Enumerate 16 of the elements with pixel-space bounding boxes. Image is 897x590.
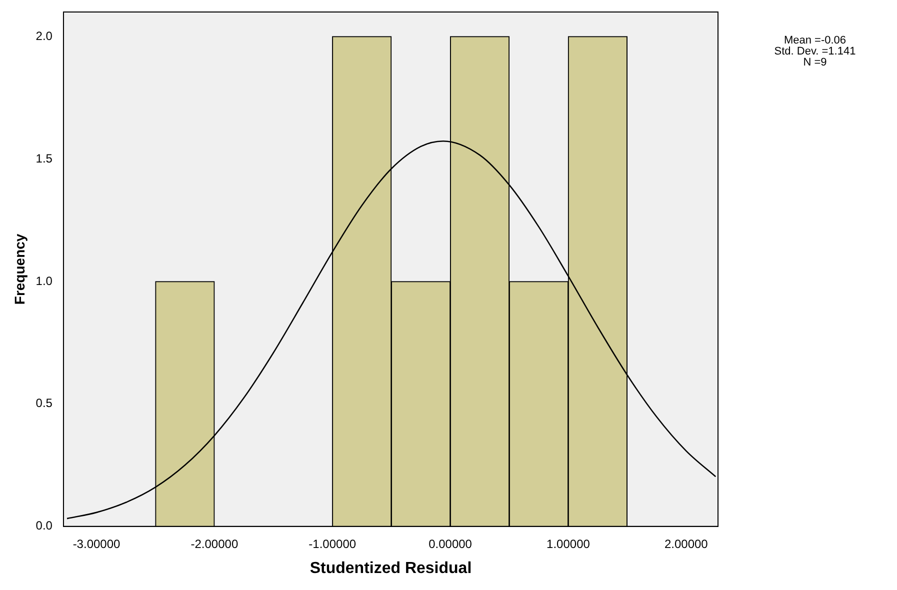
text: N =9 xyxy=(803,56,827,69)
x-tick-label: -3.00000 xyxy=(72,536,121,551)
x-tick-label: 1.00000 xyxy=(546,536,590,551)
y-tick-label: 2.0 xyxy=(36,28,53,43)
x-tick-label: 0.00000 xyxy=(428,536,472,551)
y-tick-label: 1.0 xyxy=(36,274,53,288)
x-tick-label: -2.00000 xyxy=(190,536,238,551)
x-axis-title: Studentized Residual xyxy=(310,560,472,577)
x-tick-label: -1.00000 xyxy=(308,536,356,551)
text: Std. Dev. =1.141 xyxy=(774,46,856,58)
y-axis-title: Frequency xyxy=(11,234,28,305)
y-tick-label: 1.5 xyxy=(36,151,53,166)
y-tick-label: 0.5 xyxy=(36,396,53,410)
text: Mean =-0.06 xyxy=(784,34,846,47)
x-tick-label: 2.00000 xyxy=(664,536,708,551)
y-tick-label: 0.0 xyxy=(36,518,53,533)
